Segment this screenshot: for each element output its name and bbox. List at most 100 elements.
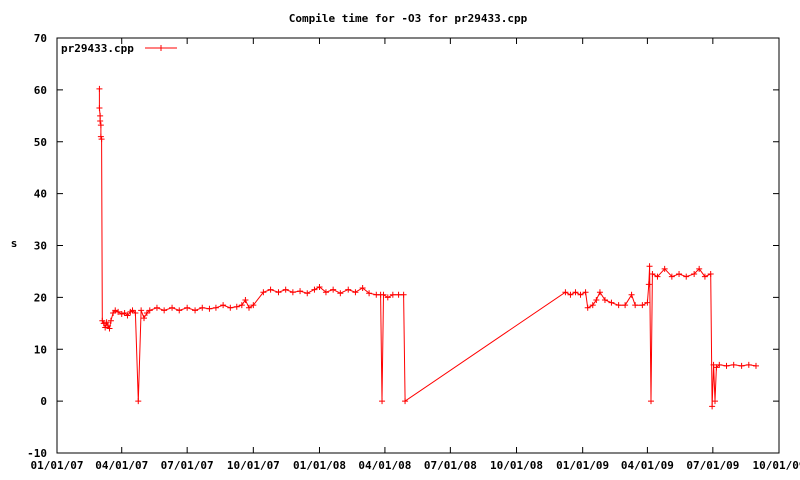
data-point [184,304,191,311]
data-point [345,286,352,293]
data-point [395,291,402,298]
data-point [711,398,718,405]
y-tick-label: 0 [40,395,47,408]
data-point [337,290,344,297]
data-point [311,286,318,293]
data-point [97,118,104,124]
data-point [96,85,103,92]
data-point [238,302,245,309]
data-point [577,291,584,298]
data-point [709,403,716,410]
x-tick-label: 04/01/07 [95,459,148,472]
data-point [400,291,407,298]
y-tick-label: 60 [34,84,47,97]
data-point [135,398,142,405]
data-point [593,296,600,303]
data-point [275,289,282,296]
data-point [647,398,654,405]
data-point [615,302,622,309]
data-point [233,303,240,310]
data-point [97,133,104,140]
x-tick-label: 10/01/08 [490,459,543,472]
data-point [132,309,139,316]
data-point [246,304,253,311]
data-point [389,291,396,298]
data-point [572,289,579,296]
data-point [644,299,651,306]
data-point [220,302,227,309]
data-point [601,296,608,303]
data-point [176,307,183,314]
data-point [267,286,274,293]
y-tick-label: 10 [34,343,47,356]
data-point [153,304,160,311]
data-point [628,291,635,298]
data-point [322,289,329,296]
x-tick-label: 04/01/09 [621,459,674,472]
data-point [402,398,409,405]
data-point [661,265,668,272]
data-point [745,361,752,368]
series-group [96,85,759,410]
data-point [567,291,574,298]
y-tick-label: 50 [34,136,47,149]
y-tick-label: -10 [27,447,47,460]
y-tick-label: 40 [34,188,47,201]
x-tick-label: 10/01/09 [753,459,800,472]
data-point [169,304,176,311]
data-point [582,289,589,296]
data-point [143,309,150,316]
x-tick-label: 01/01/07 [31,459,84,472]
data-point [100,320,107,327]
data-point [646,263,653,270]
data-point [632,302,639,309]
data-point [752,362,759,369]
x-tick-label: 10/01/07 [227,459,280,472]
data-point [250,302,257,309]
data-point [676,271,683,278]
data-point [98,136,105,143]
y-tick-label: 20 [34,291,47,304]
data-point [738,362,745,369]
data-point [379,398,386,405]
data-point [161,307,168,314]
plot-frame [56,37,780,454]
data-point [106,325,113,332]
series-line [98,88,757,407]
x-tick-label: 07/01/07 [161,459,214,472]
legend-marker [158,45,164,51]
data-point [589,302,596,309]
data-point [352,289,359,296]
data-point [380,291,387,298]
data-point [584,304,591,311]
data-point [141,315,148,322]
data-point [649,271,656,278]
data-point [683,273,690,280]
data-point [562,289,569,296]
data-point [282,286,289,293]
data-point [105,322,112,329]
data-point [97,122,104,129]
data-point [107,317,114,324]
data-point [608,299,615,306]
data-point [691,271,698,278]
data-point [596,289,603,296]
x-axis: 01/01/07 04/01/07 07/01/07 10/01/07 01/01/08… [31,38,800,472]
data-point [121,309,128,316]
data-point [645,281,652,288]
data-point [359,285,366,292]
data-point [146,307,153,314]
data-point [212,304,219,311]
data-point [138,307,145,314]
data-point [206,305,213,312]
y-axis-label: s [11,237,18,250]
data-point [654,273,661,280]
data-point [730,361,737,368]
y-tick-label: 70 [34,32,47,45]
data-point [668,273,675,280]
data-point [192,307,199,314]
data-point [639,302,646,309]
x-tick-label: 01/01/09 [556,459,609,472]
data-point [124,312,131,319]
data-point [260,289,267,296]
